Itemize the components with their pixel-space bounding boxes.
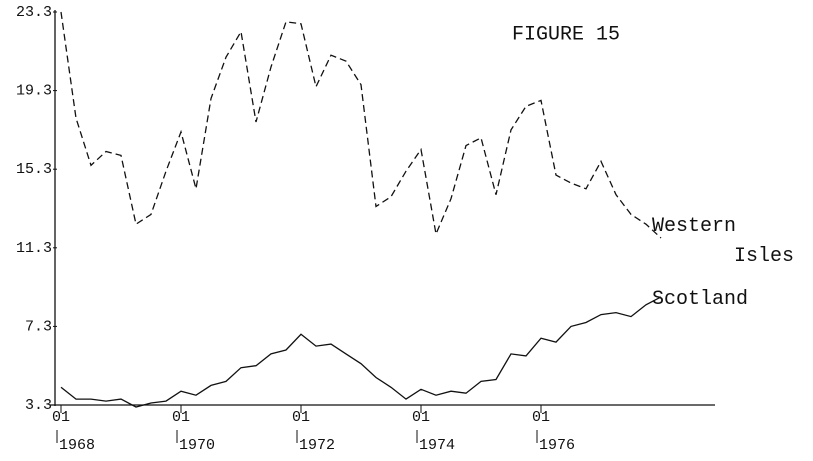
y-tick-label: 11.3 (16, 240, 52, 257)
x-tick-month: 01 (532, 409, 550, 426)
series-line (60, 296, 662, 408)
series-label: Scotland (652, 288, 749, 311)
y-tick-label: 19.3 (16, 83, 52, 100)
x-tick-label: 1974 (419, 437, 455, 454)
y-tick-label: 3.3 (25, 397, 52, 414)
chart-title: FIGURE 15 (512, 23, 620, 46)
series-line (60, 11, 662, 239)
x-tick-label: 1972 (299, 437, 335, 454)
y-tick-label: 23.3 (16, 4, 52, 21)
y-tick-label: 7.3 (25, 318, 52, 335)
y-tick-label: 15.3 (16, 161, 52, 178)
series-label: Western Isles (652, 215, 794, 268)
x-tick-label: 1976 (539, 437, 575, 454)
x-tick-label: 1968 (59, 437, 95, 454)
x-tick-label: 1970 (179, 437, 215, 454)
x-tick-month: 01 (412, 409, 430, 426)
x-tick-month: 01 (52, 409, 70, 426)
x-tick-month: 01 (292, 409, 310, 426)
x-tick-month: 01 (172, 409, 190, 426)
